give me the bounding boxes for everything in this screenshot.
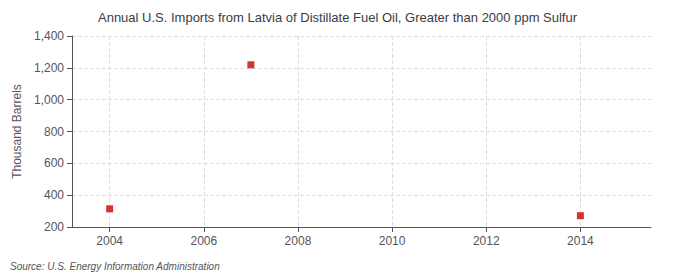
svg-text:2004: 2004: [96, 234, 123, 248]
svg-text:800: 800: [44, 125, 64, 139]
svg-text:2012: 2012: [473, 234, 500, 248]
svg-text:200: 200: [44, 220, 64, 234]
svg-text:2014: 2014: [567, 234, 594, 248]
svg-text:2008: 2008: [285, 234, 312, 248]
svg-text:1,000: 1,000: [34, 93, 64, 107]
svg-text:600: 600: [44, 156, 64, 170]
svg-text:1,200: 1,200: [34, 61, 64, 75]
svg-text:Annual U.S. Imports from Latvi: Annual U.S. Imports from Latvia of Disti…: [98, 10, 578, 25]
svg-text:400: 400: [44, 188, 64, 202]
svg-text:Source: U.S. Energy Informatio: Source: U.S. Energy Information Administ…: [10, 261, 220, 272]
svg-text:Thousand Barrels: Thousand Barrels: [10, 84, 24, 179]
svg-text:2010: 2010: [379, 234, 406, 248]
svg-text:2006: 2006: [190, 234, 217, 248]
svg-text:1,400: 1,400: [34, 29, 64, 43]
